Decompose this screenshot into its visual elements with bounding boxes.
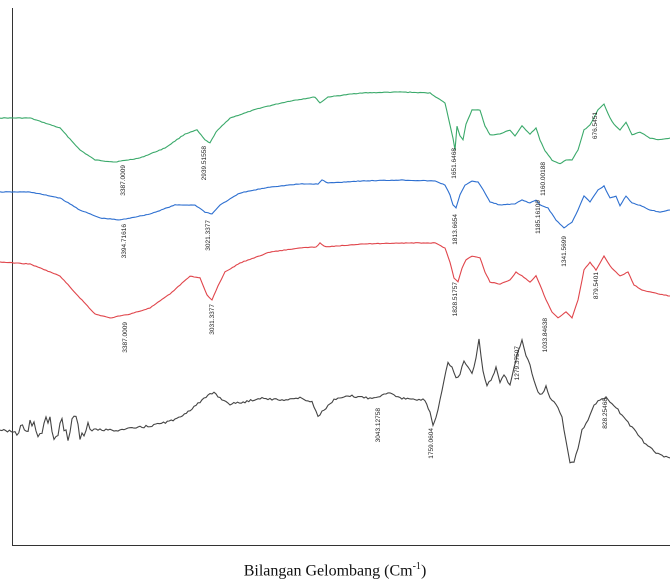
series-layer	[0, 91, 670, 464]
spectrum-line-4	[0, 337, 670, 464]
peak-label-3-2: 3031.3377	[209, 304, 216, 335]
peak-label-4-4: 828.25468	[602, 398, 609, 429]
peak-label-1-1: 3387.0009	[120, 165, 127, 196]
spectrum-line-1	[0, 91, 670, 165]
peak-label-2-5: 1341.5699	[561, 236, 568, 267]
peak-label-1-2: 2939.51558	[201, 146, 208, 181]
x-axis-label: Bilangan Gelombang (Cm-1)	[243, 561, 427, 580]
peak-label-3-5: 879.5401	[593, 272, 600, 299]
peak-label-3-3: 1828.51757	[452, 282, 459, 317]
spectrum-line-2	[0, 179, 670, 229]
peak-label-4-3: 1279.37507	[514, 346, 521, 381]
peak-label-1-5: 676.5451	[592, 112, 599, 139]
peak-label-2-4: 1185.16109	[535, 200, 542, 234]
peak-label-2-1: 3394.71616	[121, 224, 128, 259]
peak-label-1-3: 1651.6468	[451, 148, 458, 179]
peak-label-2-2: 3021.3377	[205, 220, 212, 251]
peak-label-3-1: 3387.0009	[122, 322, 129, 353]
peak-label-1-4: 1160.00188	[540, 162, 547, 196]
peak-label-4-1: 3043.12758	[375, 408, 382, 443]
peak-label-2-3: 1813.6654	[452, 214, 459, 245]
peak-label-4-2: 1759.0604	[428, 428, 435, 459]
peak-label-3-4: 1033.84638	[542, 318, 549, 353]
annotation-layer: 3387.0009 2939.51558 1651.6468 1160.00188 67…	[120, 112, 609, 459]
spectrum-line-3	[0, 242, 670, 319]
